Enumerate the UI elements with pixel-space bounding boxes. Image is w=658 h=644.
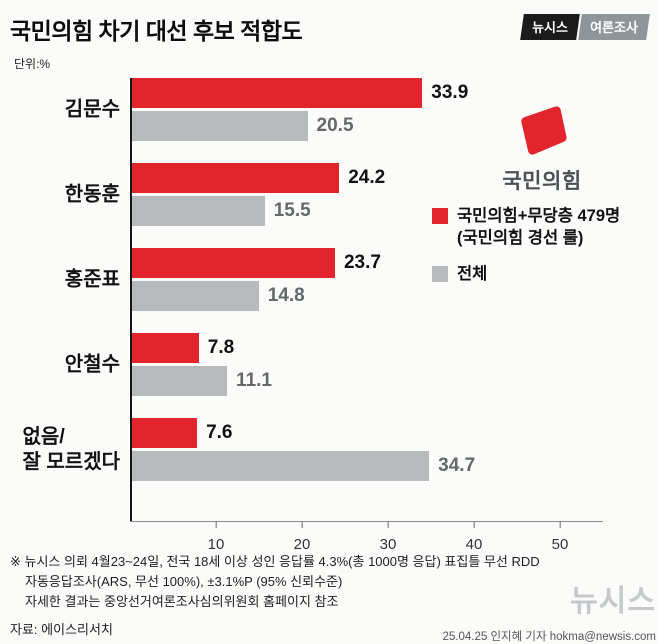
bar-series1	[132, 163, 340, 193]
bar-series2	[132, 451, 430, 481]
chart-legend: 국민의힘+무당층 479명 (국민의힘 경선 룰) 전체	[432, 205, 652, 298]
bar-line: 15.5	[132, 196, 603, 226]
bar-value: 23.7	[343, 252, 381, 273]
bar-group: 한동훈 24.2 15.5	[65, 163, 603, 226]
legend-label-series2: 전체	[457, 264, 488, 283]
bar-line: 7.6	[132, 418, 603, 448]
tick-mark	[559, 522, 561, 528]
tick-mark	[301, 522, 303, 528]
bar-series2	[132, 111, 308, 141]
tick-mark	[215, 522, 217, 528]
bar-line: 23.7	[132, 248, 603, 278]
x-axis: 10 20 30 40 50	[130, 521, 603, 565]
page-title: 국민의힘 차기 대선 후보 적합도	[10, 18, 303, 44]
newsis-watermark: 뉴시스	[570, 585, 656, 618]
x-tick: 50	[551, 522, 569, 553]
note-line-2: 자동응답조사(ARS, 무선 100%), ±3.1%P (95% 신뢰수준)	[25, 573, 343, 589]
bar-series2	[132, 196, 265, 226]
x-tick: 30	[379, 522, 397, 553]
tick-mark	[387, 522, 389, 528]
party-logo: 국민의힘	[494, 104, 590, 195]
party-logo-label: 국민의힘	[502, 170, 582, 193]
badges: 뉴시스 여론조사	[520, 14, 650, 40]
category-label: 김문수	[64, 98, 120, 120]
source-label: 자료: 에이스리서치	[10, 622, 113, 637]
bar-value: 11.1	[236, 370, 272, 391]
category-label: 한동훈	[64, 183, 120, 205]
note-line-3: 자세한 결과는 중앙선거여론조사심의위원회 홈페이지 참조	[25, 593, 339, 609]
x-tick: 20	[293, 522, 311, 553]
bar-series1	[132, 418, 198, 448]
bar-group: 안철수 7.8 11.1	[65, 333, 603, 396]
legend-item-series1: 국민의힘+무당층 479명 (국민의힘 경선 룰)	[432, 205, 652, 250]
category-label: 홍준표	[64, 268, 120, 290]
bar-value: 7.6	[206, 422, 233, 443]
bar-line: 14.8	[132, 281, 603, 311]
bar-value: 34.7	[438, 455, 476, 476]
bar-group: 없음/ 잘 모르겠다 7.6 34.7	[22, 418, 603, 481]
tick-label: 50	[551, 536, 569, 553]
legend-label-series1: 국민의힘+무당층 479명 (국민의힘 경선 룰)	[457, 207, 621, 248]
note-line-1: ※ 뉴시스 의뢰 4월23~24일, 전국 18세 이상 성인 응답률 4.3%…	[10, 553, 540, 569]
tick-label: 40	[465, 536, 483, 553]
ppp-logo-icon	[521, 106, 567, 155]
bar-line: 7.8	[132, 333, 603, 363]
poll-badge: 여론조사	[578, 14, 650, 40]
header: 국민의힘 차기 대선 후보 적합도 뉴시스 여론조사 단위:%	[0, 0, 658, 72]
bar-series2	[132, 366, 228, 396]
bar-series1	[132, 248, 335, 278]
bar-series1	[132, 78, 423, 108]
bar-value: 14.8	[267, 285, 305, 306]
chart-plot: 김문수 33.9 20.5 한동훈 24.2 15.5 홍준표 23.7 14.8 안철수 7.8 1…	[22, 78, 603, 521]
bar-series1	[132, 333, 199, 363]
bar-group: 김문수 33.9 20.5	[65, 78, 603, 141]
tick-label: 10	[207, 536, 225, 553]
category-label: 안철수	[64, 353, 120, 375]
bar-value: 7.8	[207, 337, 235, 358]
unit-label: 단위:%	[14, 57, 51, 71]
bar-line: 33.9	[132, 78, 603, 108]
bar-value: 20.5	[316, 115, 354, 136]
bar-line: 11.1	[132, 366, 603, 396]
bar-line: 24.2	[132, 163, 603, 193]
legend-swatch-series1	[432, 208, 448, 224]
tick-mark	[473, 522, 475, 528]
bar-group: 홍준표 23.7 14.8	[65, 248, 603, 311]
bar-line: 34.7	[132, 451, 603, 481]
tick-label: 30	[379, 536, 397, 553]
bar-value: 15.5	[273, 200, 311, 221]
bar-series2	[132, 281, 259, 311]
category-label: 없음/ 잘 모르겠다	[22, 425, 120, 473]
bar-chart: 김문수 33.9 20.5 한동훈 24.2 15.5 홍준표 23.7 14.8 안철수 7.8 1…	[0, 78, 658, 565]
bar-line: 20.5	[132, 111, 603, 141]
footer: ※ 뉴시스 의뢰 4월23~24일, 전국 18세 이상 성인 응답률 4.3%…	[10, 552, 648, 638]
survey-notes: ※ 뉴시스 의뢰 4월23~24일, 전국 18세 이상 성인 응답률 4.3%…	[10, 552, 648, 612]
newsis-badge: 뉴시스	[520, 14, 580, 40]
legend-swatch-series2	[432, 265, 448, 282]
bar-value: 33.9	[431, 82, 469, 103]
x-tick: 40	[465, 522, 483, 553]
bar-value: 24.2	[348, 167, 386, 188]
byline-credit: 25.04.25 인지혜 기자 hokma@newsis.com	[442, 631, 656, 643]
tick-label: 20	[293, 536, 311, 553]
legend-item-series2: 전체	[432, 263, 652, 285]
x-tick: 10	[207, 522, 225, 553]
